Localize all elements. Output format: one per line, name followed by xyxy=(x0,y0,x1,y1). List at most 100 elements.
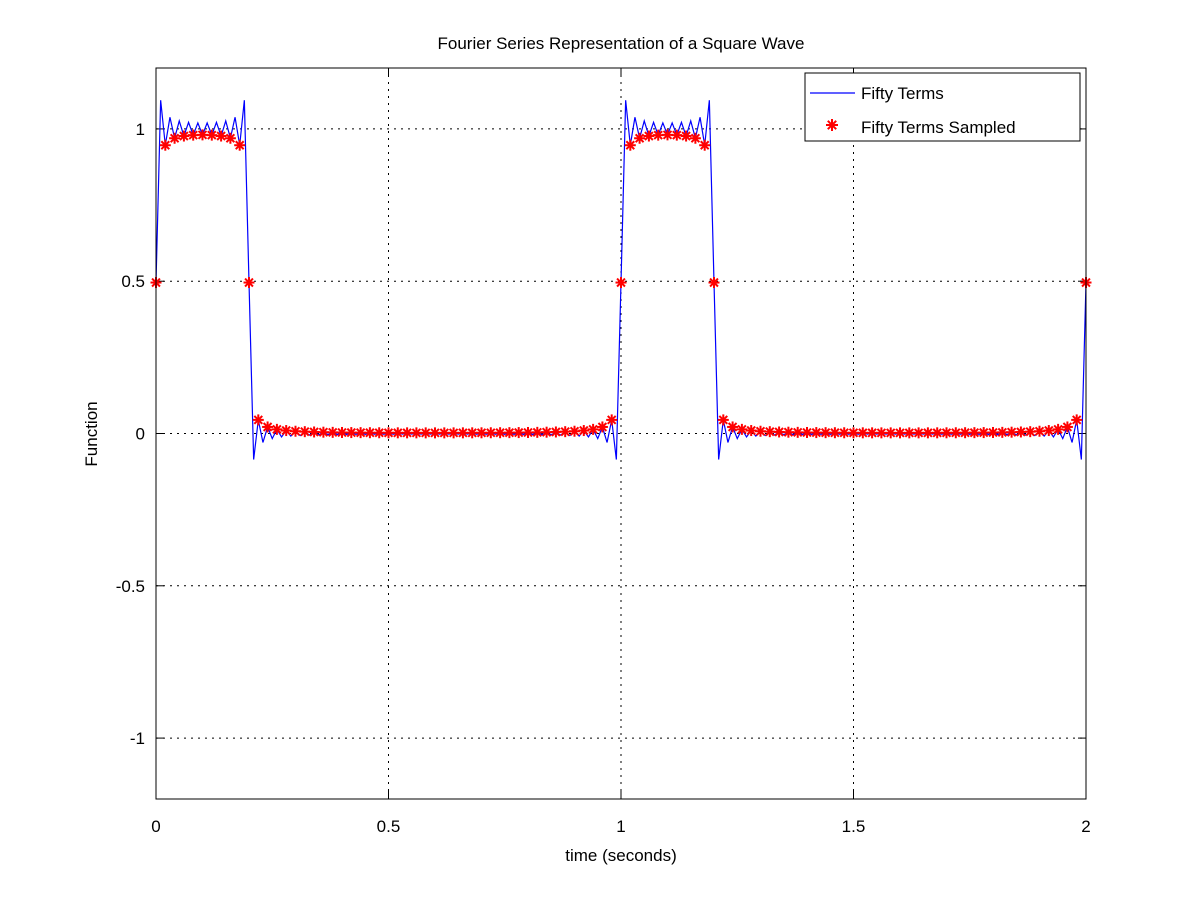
sample-marker-44 xyxy=(559,426,571,438)
x-tick-label-0: 0 xyxy=(151,817,160,836)
sample-marker-18 xyxy=(317,426,329,438)
sample-marker-36 xyxy=(485,427,497,439)
sample-marker-78 xyxy=(875,427,887,439)
sample-marker-4 xyxy=(187,129,199,141)
sample-marker-45 xyxy=(569,425,580,437)
sample-marker-96 xyxy=(1043,425,1055,437)
sample-marker-59 xyxy=(699,139,711,151)
sample-marker-1 xyxy=(159,139,171,151)
y-tick-label-3: 0.5 xyxy=(121,272,145,291)
sample-marker-39 xyxy=(513,427,525,439)
sample-marker-77 xyxy=(866,427,878,439)
sample-marker-76 xyxy=(857,427,869,439)
sample-marker-49 xyxy=(606,414,618,426)
sample-marker-90 xyxy=(987,426,999,438)
sample-marker-65 xyxy=(755,425,766,437)
sample-marker-55 xyxy=(662,129,673,141)
sample-marker-74 xyxy=(838,427,850,439)
sample-marker-6 xyxy=(206,129,218,141)
sample-marker-27 xyxy=(401,427,413,439)
sample-marker-79 xyxy=(885,427,897,439)
sample-marker-40 xyxy=(522,426,534,438)
sample-marker-66 xyxy=(764,426,776,438)
sample-marker-75 xyxy=(848,427,859,439)
sample-marker-64 xyxy=(745,425,757,437)
y-axis-label: Function xyxy=(82,401,101,466)
legend-box xyxy=(804,72,1081,142)
y-tick-label-0: -1 xyxy=(130,729,145,748)
sample-marker-15 xyxy=(290,425,301,437)
sample-marker-56 xyxy=(671,129,683,141)
sample-marker-84 xyxy=(931,427,943,439)
sample-marker-94 xyxy=(1024,426,1036,438)
sample-marker-70 xyxy=(801,426,813,438)
sample-marker-3 xyxy=(178,130,190,142)
sample-marker-16 xyxy=(299,426,311,438)
sample-marker-80 xyxy=(894,427,906,439)
sample-marker-91 xyxy=(996,426,1008,438)
sample-marker-57 xyxy=(680,130,692,142)
sample-marker-32 xyxy=(448,427,460,439)
sample-marker-51 xyxy=(624,139,636,151)
sample-marker-25 xyxy=(383,427,394,439)
y-tick-label-2: 0 xyxy=(136,425,145,444)
sample-marker-17 xyxy=(308,426,320,438)
sample-marker-34 xyxy=(466,427,478,439)
sample-marker-52 xyxy=(634,132,646,144)
x-axis-label: time (seconds) xyxy=(565,846,676,865)
sample-marker-60 xyxy=(708,277,720,289)
sample-marker-97 xyxy=(1052,423,1064,435)
sample-marker-86 xyxy=(950,427,962,439)
sample-marker-73 xyxy=(829,427,841,439)
sample-marker-13 xyxy=(271,423,283,435)
sample-marker-47 xyxy=(587,423,599,435)
sample-marker-68 xyxy=(782,426,794,438)
sample-marker-38 xyxy=(503,427,515,439)
sample-marker-23 xyxy=(364,427,376,439)
x-tick-label-4: 2 xyxy=(1081,817,1090,836)
plot-area xyxy=(150,100,1092,460)
sample-marker-7 xyxy=(215,130,227,142)
chart-title: Fourier Series Representation of a Squar… xyxy=(438,34,805,53)
sample-marker-81 xyxy=(903,427,915,439)
sample-marker-14 xyxy=(280,425,292,437)
sample-marker-30 xyxy=(429,427,441,439)
sample-marker-48 xyxy=(596,421,608,433)
legend-label-fifty-terms-sampled: Fifty Terms Sampled xyxy=(861,118,1016,137)
sample-marker-12 xyxy=(262,421,274,433)
sample-marker-11 xyxy=(252,414,264,426)
x-tick-label-3: 1.5 xyxy=(842,817,866,836)
sample-marker-22 xyxy=(355,427,367,439)
sample-marker-20 xyxy=(336,426,348,438)
sample-marker-95 xyxy=(1034,425,1045,437)
sample-marker-87 xyxy=(959,427,971,439)
sample-marker-54 xyxy=(652,129,664,141)
sample-marker-29 xyxy=(420,427,432,439)
sample-marker-10 xyxy=(243,277,255,289)
sample-marker-58 xyxy=(689,132,701,144)
sample-marker-89 xyxy=(978,427,990,439)
sample-marker-62 xyxy=(727,421,739,433)
sample-marker-19 xyxy=(327,426,339,438)
sample-marker-8 xyxy=(224,132,236,144)
sample-marker-2 xyxy=(169,132,181,144)
sample-marker-72 xyxy=(820,427,832,439)
axes-frame xyxy=(155,67,1087,800)
sample-marker-33 xyxy=(457,427,469,439)
sample-marker-41 xyxy=(531,426,543,438)
sample-marker-99 xyxy=(1071,414,1083,426)
sample-marker-61 xyxy=(717,414,729,426)
legend: Fifty Terms Fifty Terms Sampled xyxy=(804,72,1081,142)
sample-marker-83 xyxy=(922,427,934,439)
sample-marker-24 xyxy=(373,427,385,439)
sample-marker-88 xyxy=(968,427,980,439)
sample-marker-93 xyxy=(1015,426,1027,438)
sample-marker-69 xyxy=(792,426,804,438)
legend-label-fifty-terms: Fifty Terms xyxy=(861,84,944,103)
sample-marker-67 xyxy=(773,426,785,438)
sample-marker-5 xyxy=(197,129,208,141)
sample-marker-26 xyxy=(392,427,404,439)
sample-marker-37 xyxy=(494,427,506,439)
